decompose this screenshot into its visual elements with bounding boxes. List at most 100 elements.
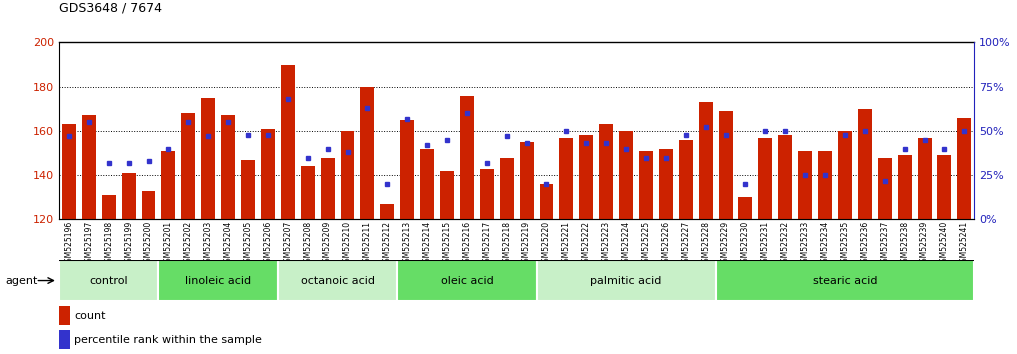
Text: GSM525219: GSM525219: [522, 221, 531, 267]
Text: GDS3648 / 7674: GDS3648 / 7674: [59, 1, 162, 14]
Bar: [278, 260, 398, 301]
Bar: [59, 330, 70, 349]
Text: GSM525199: GSM525199: [124, 221, 133, 267]
Text: control: control: [89, 275, 128, 286]
Bar: [619, 131, 633, 219]
Text: GSM525208: GSM525208: [303, 221, 312, 267]
Text: GSM525204: GSM525204: [224, 221, 233, 267]
Bar: [401, 120, 414, 219]
Text: GSM525214: GSM525214: [423, 221, 431, 267]
Bar: [699, 102, 713, 219]
Bar: [281, 64, 295, 219]
Text: GSM525206: GSM525206: [263, 221, 273, 267]
Text: percentile rank within the sample: percentile rank within the sample: [74, 335, 262, 345]
Text: GSM525203: GSM525203: [203, 221, 213, 267]
Text: GSM525236: GSM525236: [860, 221, 870, 267]
Text: linoleic acid: linoleic acid: [185, 275, 251, 286]
Text: GSM525225: GSM525225: [642, 221, 651, 267]
Text: GSM525218: GSM525218: [502, 221, 512, 267]
Bar: [818, 151, 832, 219]
Text: GSM525228: GSM525228: [701, 221, 710, 267]
Text: GSM525240: GSM525240: [940, 221, 949, 267]
Text: palmitic acid: palmitic acid: [591, 275, 662, 286]
Text: GSM525221: GSM525221: [561, 221, 571, 267]
Bar: [917, 138, 932, 219]
Text: GSM525224: GSM525224: [621, 221, 631, 267]
Text: GSM525205: GSM525205: [243, 221, 252, 267]
Bar: [898, 155, 911, 219]
Text: GSM525198: GSM525198: [104, 221, 113, 267]
Bar: [778, 135, 792, 219]
Text: GSM525233: GSM525233: [800, 221, 810, 267]
Bar: [201, 98, 216, 219]
Text: GSM525227: GSM525227: [681, 221, 691, 267]
Text: agent: agent: [5, 275, 38, 286]
Text: GSM525209: GSM525209: [323, 221, 333, 267]
Bar: [559, 138, 574, 219]
Bar: [398, 260, 537, 301]
Bar: [261, 129, 275, 219]
Bar: [62, 124, 76, 219]
Text: GSM525223: GSM525223: [602, 221, 610, 267]
Text: GSM525215: GSM525215: [442, 221, 452, 267]
Bar: [181, 113, 195, 219]
Bar: [716, 260, 974, 301]
Bar: [162, 151, 175, 219]
Text: GSM525213: GSM525213: [403, 221, 412, 267]
Bar: [540, 184, 553, 219]
Text: GSM525201: GSM525201: [164, 221, 173, 267]
Text: GSM525226: GSM525226: [661, 221, 670, 267]
Bar: [59, 306, 70, 325]
Bar: [380, 204, 395, 219]
Bar: [957, 118, 971, 219]
Text: GSM525239: GSM525239: [920, 221, 930, 267]
Bar: [659, 149, 673, 219]
Bar: [580, 135, 593, 219]
Bar: [599, 124, 613, 219]
Bar: [738, 197, 753, 219]
Bar: [537, 260, 716, 301]
Text: GSM525202: GSM525202: [184, 221, 193, 267]
Bar: [480, 169, 494, 219]
Bar: [122, 173, 135, 219]
Text: GSM525241: GSM525241: [960, 221, 969, 267]
Bar: [878, 158, 892, 219]
Bar: [639, 151, 653, 219]
Bar: [499, 158, 514, 219]
Text: GSM525235: GSM525235: [840, 221, 849, 267]
Bar: [759, 138, 772, 219]
Text: GSM525230: GSM525230: [741, 221, 750, 267]
Bar: [460, 96, 474, 219]
Bar: [320, 158, 335, 219]
Text: GSM525211: GSM525211: [363, 221, 372, 267]
Bar: [241, 160, 255, 219]
Text: GSM525237: GSM525237: [881, 221, 889, 267]
Bar: [141, 191, 156, 219]
Text: GSM525212: GSM525212: [382, 221, 392, 267]
Text: GSM525232: GSM525232: [781, 221, 790, 267]
Text: GSM525216: GSM525216: [463, 221, 472, 267]
Bar: [798, 151, 813, 219]
Bar: [301, 166, 314, 219]
Bar: [719, 111, 732, 219]
Text: GSM525197: GSM525197: [84, 221, 94, 267]
Text: GSM525200: GSM525200: [144, 221, 153, 267]
Text: GSM525220: GSM525220: [542, 221, 551, 267]
Bar: [159, 260, 278, 301]
Bar: [59, 260, 159, 301]
Text: GSM525210: GSM525210: [343, 221, 352, 267]
Bar: [420, 149, 434, 219]
Bar: [938, 155, 952, 219]
Bar: [678, 140, 693, 219]
Bar: [102, 195, 116, 219]
Text: GSM525231: GSM525231: [761, 221, 770, 267]
Bar: [360, 87, 374, 219]
Text: GSM525196: GSM525196: [64, 221, 73, 267]
Text: oleic acid: oleic acid: [440, 275, 493, 286]
Bar: [838, 131, 852, 219]
Bar: [341, 131, 355, 219]
Bar: [520, 142, 534, 219]
Text: octanoic acid: octanoic acid: [301, 275, 374, 286]
Bar: [221, 115, 235, 219]
Text: GSM525217: GSM525217: [482, 221, 491, 267]
